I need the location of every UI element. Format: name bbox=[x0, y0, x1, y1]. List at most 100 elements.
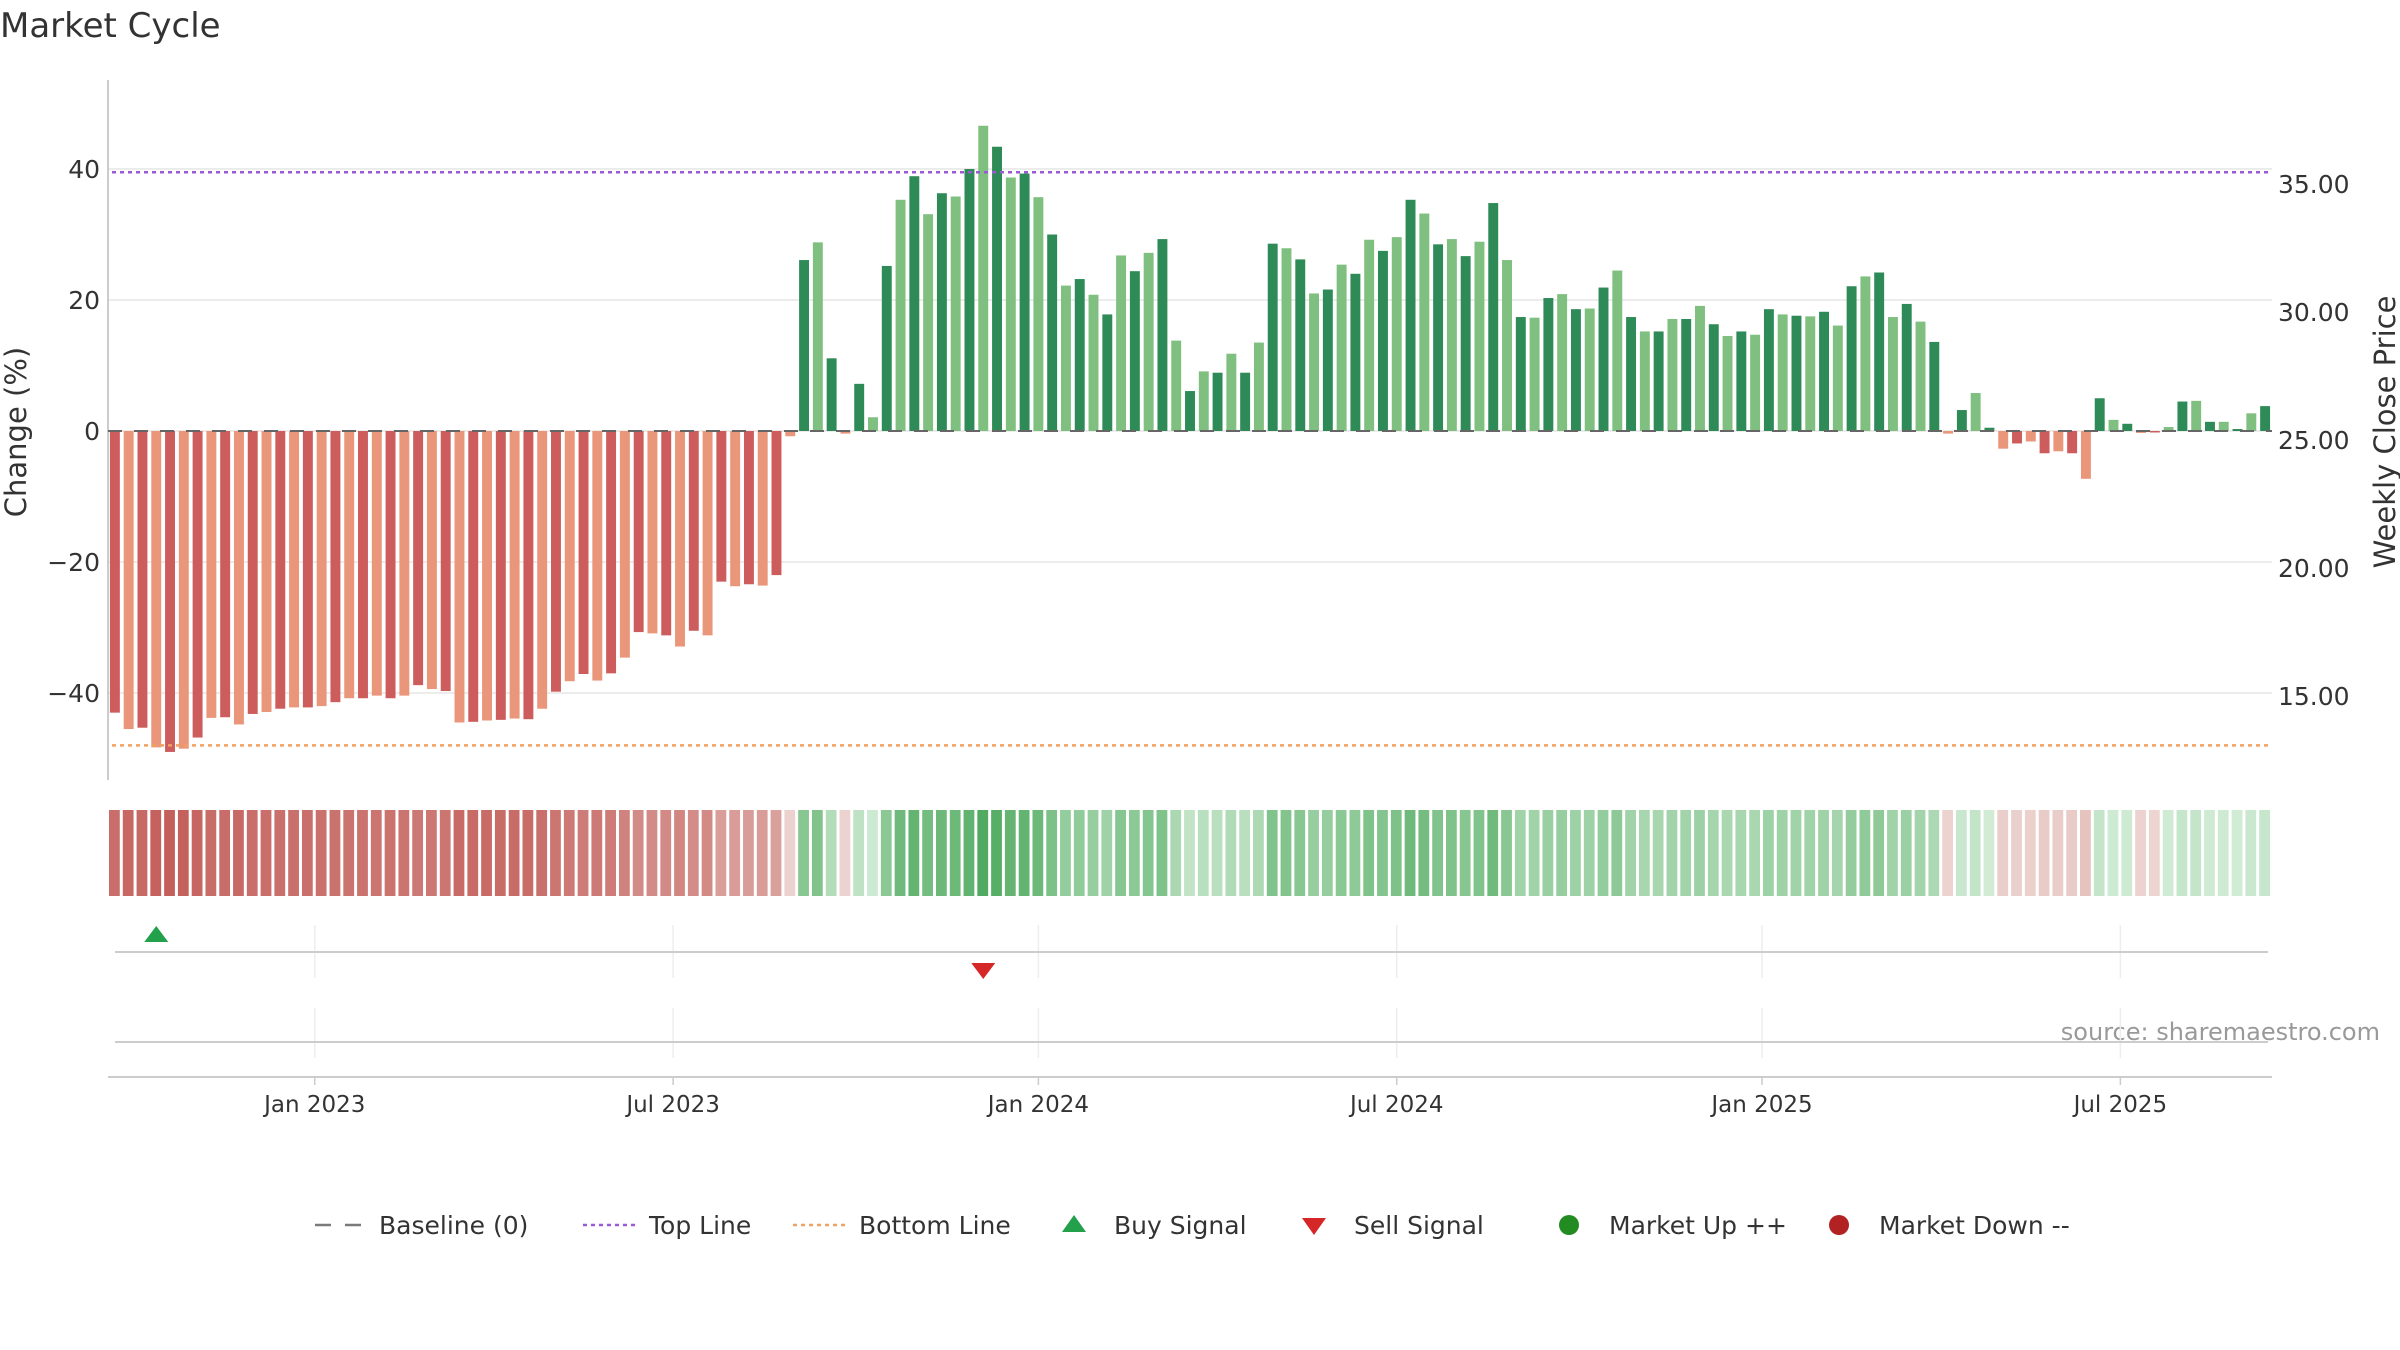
bar bbox=[1777, 314, 1788, 431]
bar bbox=[2177, 401, 2188, 431]
bar bbox=[826, 358, 837, 431]
strip-cell bbox=[1266, 810, 1278, 896]
strip-cell bbox=[2107, 810, 2119, 896]
bar bbox=[2108, 419, 2119, 431]
bar bbox=[868, 417, 878, 431]
bar bbox=[2012, 431, 2022, 444]
bar bbox=[2080, 431, 2091, 479]
strip-cell bbox=[136, 810, 148, 896]
bar bbox=[730, 431, 741, 587]
strip-cell bbox=[233, 810, 244, 896]
bar bbox=[1681, 318, 1692, 431]
signal-panel bbox=[115, 925, 2268, 1058]
y2-tick-label: 15.00 bbox=[2278, 682, 2350, 711]
strip-cell bbox=[370, 810, 382, 896]
strip-cell bbox=[1445, 810, 1457, 896]
strip-cell bbox=[1294, 810, 1306, 896]
bar bbox=[2039, 431, 2050, 454]
strip-cell bbox=[1197, 810, 1209, 896]
bar bbox=[523, 431, 534, 720]
strip-cell bbox=[1611, 810, 1623, 896]
bar bbox=[2025, 431, 2036, 442]
strip-cell bbox=[853, 810, 865, 896]
strip-cell bbox=[1404, 810, 1416, 896]
bar bbox=[2094, 398, 2105, 431]
bar bbox=[688, 431, 699, 631]
strip-cell bbox=[1349, 810, 1361, 896]
bar bbox=[633, 431, 644, 633]
strip-cell bbox=[1514, 810, 1526, 896]
bar bbox=[537, 431, 548, 709]
strip-cell bbox=[1046, 810, 1058, 896]
bar bbox=[1832, 325, 1843, 431]
bar bbox=[1433, 244, 1444, 431]
strip-cell bbox=[1776, 810, 1788, 896]
bar bbox=[812, 242, 823, 431]
legend-symbol-circle bbox=[1829, 1215, 1849, 1235]
strip-cell bbox=[109, 810, 120, 896]
bar bbox=[2067, 431, 2078, 454]
bar bbox=[1763, 309, 1774, 431]
bar bbox=[1708, 324, 1719, 431]
y-tick-label: 40 bbox=[68, 155, 100, 184]
bar bbox=[619, 431, 630, 658]
strip-cell bbox=[1501, 810, 1512, 896]
strip-cell bbox=[770, 810, 782, 896]
bar bbox=[1005, 177, 1016, 431]
strip-cell bbox=[1997, 810, 2009, 896]
strip-cell bbox=[1308, 810, 1319, 896]
y-axis: −40 −20 0 20 40 bbox=[47, 155, 100, 708]
bar bbox=[950, 196, 961, 431]
bar bbox=[578, 431, 589, 675]
bar bbox=[440, 431, 451, 692]
strip-cell bbox=[481, 810, 492, 896]
bar bbox=[454, 431, 465, 723]
bar bbox=[509, 431, 520, 719]
strip-cell bbox=[949, 810, 961, 896]
strip-cell bbox=[2204, 810, 2215, 896]
strip-cell bbox=[467, 810, 479, 896]
bar bbox=[1474, 241, 1485, 431]
strip-cell bbox=[632, 810, 644, 896]
strip-cell bbox=[563, 810, 575, 896]
bar bbox=[302, 431, 313, 708]
bar bbox=[1515, 317, 1526, 431]
strip-cell bbox=[2162, 810, 2174, 896]
strip-cell bbox=[1556, 810, 1568, 896]
strip-cell bbox=[756, 810, 768, 896]
strip-cell bbox=[1004, 810, 1016, 896]
bar bbox=[2191, 400, 2202, 431]
strip-cell bbox=[177, 810, 189, 896]
bar bbox=[564, 431, 575, 682]
strip-cell bbox=[687, 810, 699, 896]
legend-label: Buy Signal bbox=[1114, 1211, 1247, 1240]
bar bbox=[468, 431, 479, 722]
strip-cell bbox=[1873, 810, 1885, 896]
bar bbox=[1267, 243, 1278, 431]
bar bbox=[1998, 431, 2009, 449]
bar bbox=[247, 431, 258, 714]
bar bbox=[233, 431, 244, 725]
legend-symbol-sell bbox=[1302, 1218, 1326, 1235]
strip-cell bbox=[1831, 810, 1843, 896]
strip-cell bbox=[398, 810, 410, 896]
strip-cell bbox=[894, 810, 906, 896]
y2-axis-label: Weekly Close Price bbox=[2368, 296, 2400, 569]
strip-cell bbox=[674, 810, 685, 896]
bar bbox=[1309, 293, 1320, 431]
strip-cell bbox=[1625, 810, 1636, 896]
bar bbox=[1626, 317, 1637, 431]
x-tick-label: Jan 2025 bbox=[1709, 1092, 1812, 1118]
bar bbox=[1750, 334, 1761, 431]
strip-cell bbox=[880, 810, 892, 896]
strip-cell bbox=[1804, 810, 1816, 896]
bar bbox=[799, 260, 810, 431]
y2-tick-label: 35.00 bbox=[2278, 170, 2350, 199]
bar bbox=[151, 431, 162, 748]
bar bbox=[978, 125, 989, 432]
bar bbox=[123, 431, 134, 730]
strip-cell bbox=[1321, 810, 1333, 896]
strip-cell bbox=[536, 810, 548, 896]
strip-cell bbox=[2245, 810, 2257, 896]
strip-cell bbox=[1694, 810, 1705, 896]
